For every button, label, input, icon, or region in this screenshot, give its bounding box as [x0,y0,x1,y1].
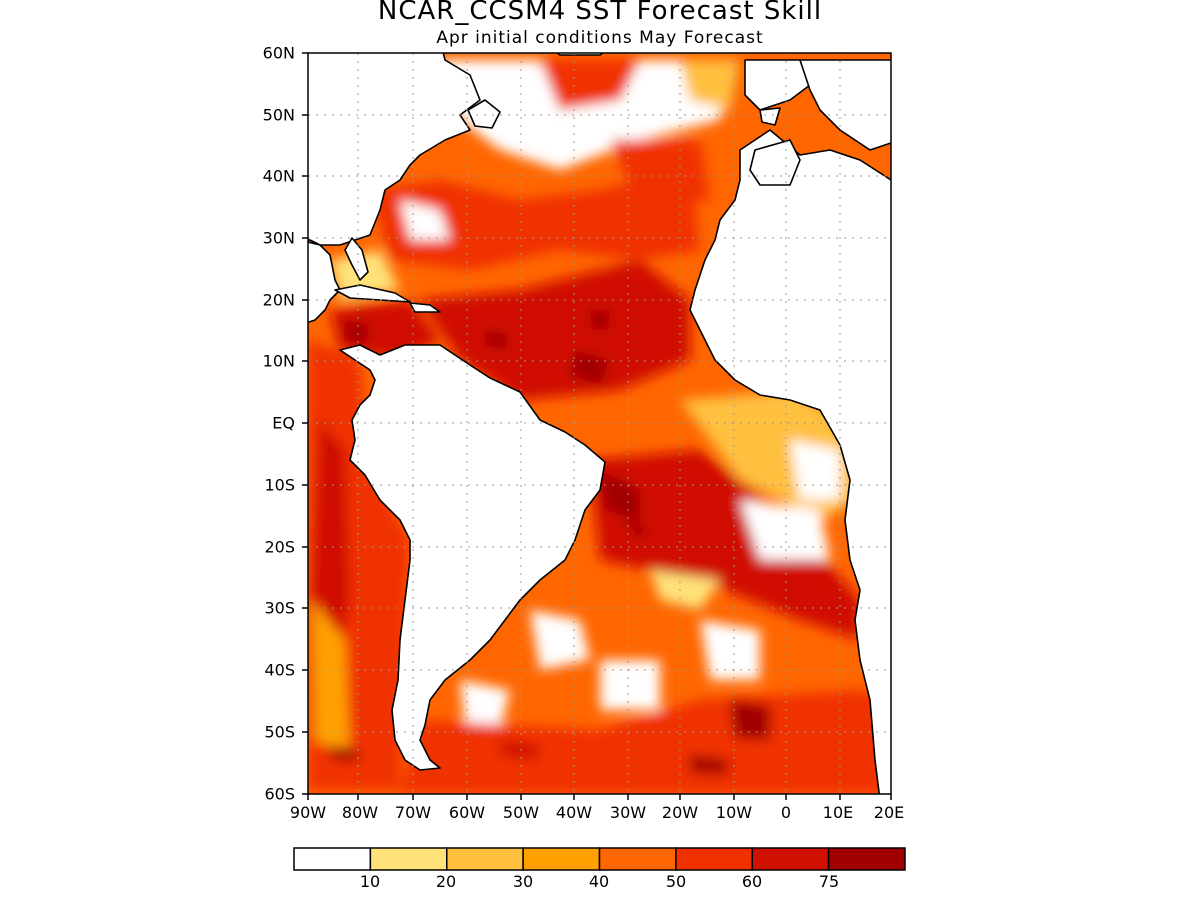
lat-label: 50N [262,105,295,125]
colorbar-swatch [446,847,524,871]
axis-ticks [302,52,892,800]
lon-label: 50W [502,803,540,822]
map-subtitle: Apr initial conditions May Forecast [436,28,764,48]
tropical-atlantic-highskill [420,260,690,400]
lat-label: 20S [264,537,295,557]
lat-label: 40N [262,166,295,186]
lat-label: EQ [272,413,295,433]
colorbar-swatch [293,847,372,871]
lon-label: 80W [341,803,379,822]
lon-label: 30W [609,803,647,822]
colorbar-label: 10 [359,872,381,891]
lon-label: 10E [822,803,854,822]
lon-label: 10W [715,803,753,822]
lon-label: 70W [394,803,432,822]
lon-label: 60W [448,803,486,822]
colorbar-swatch [827,847,906,871]
colorbar-swatch [522,847,601,871]
lon-label: 0 [780,803,792,822]
colorbar-label: 40 [588,872,610,891]
lon-label: 20E [873,803,905,822]
lat-label: 40S [264,660,295,680]
lat-label: 30N [262,228,295,248]
lat-label: 10N [262,351,295,371]
lat-label: 50S [264,722,295,742]
lon-label: 90W [289,803,327,822]
grid-lines [308,53,891,794]
lon-label: 20W [661,803,699,822]
colorbar-swatch [598,847,677,871]
land-masses [308,53,891,794]
colorbar-swatch [675,847,753,871]
colorbar-label: 60 [741,872,763,891]
colorbar-label: 20 [435,872,457,891]
north-america [308,53,481,246]
lat-label: 20N [262,290,295,310]
lon-label: 40W [555,803,593,822]
colorbar [293,847,906,871]
lat-label: 60S [264,784,295,804]
colorbar-swatch [751,847,830,871]
lat-label: 60N [262,43,295,63]
colorbar-label: 50 [665,872,687,891]
africa [689,129,891,794]
map-title: NCAR_CCSM4 SST Forecast Skill [377,0,823,26]
colorbar-label: 30 [512,872,534,891]
lat-label: 10S [264,475,295,495]
south-america [339,344,606,771]
colorbar-swatch [369,847,448,871]
colorbar-label: 75 [818,872,840,891]
lat-label: 30S [264,598,295,618]
south-atlantic-highskill [590,450,860,640]
